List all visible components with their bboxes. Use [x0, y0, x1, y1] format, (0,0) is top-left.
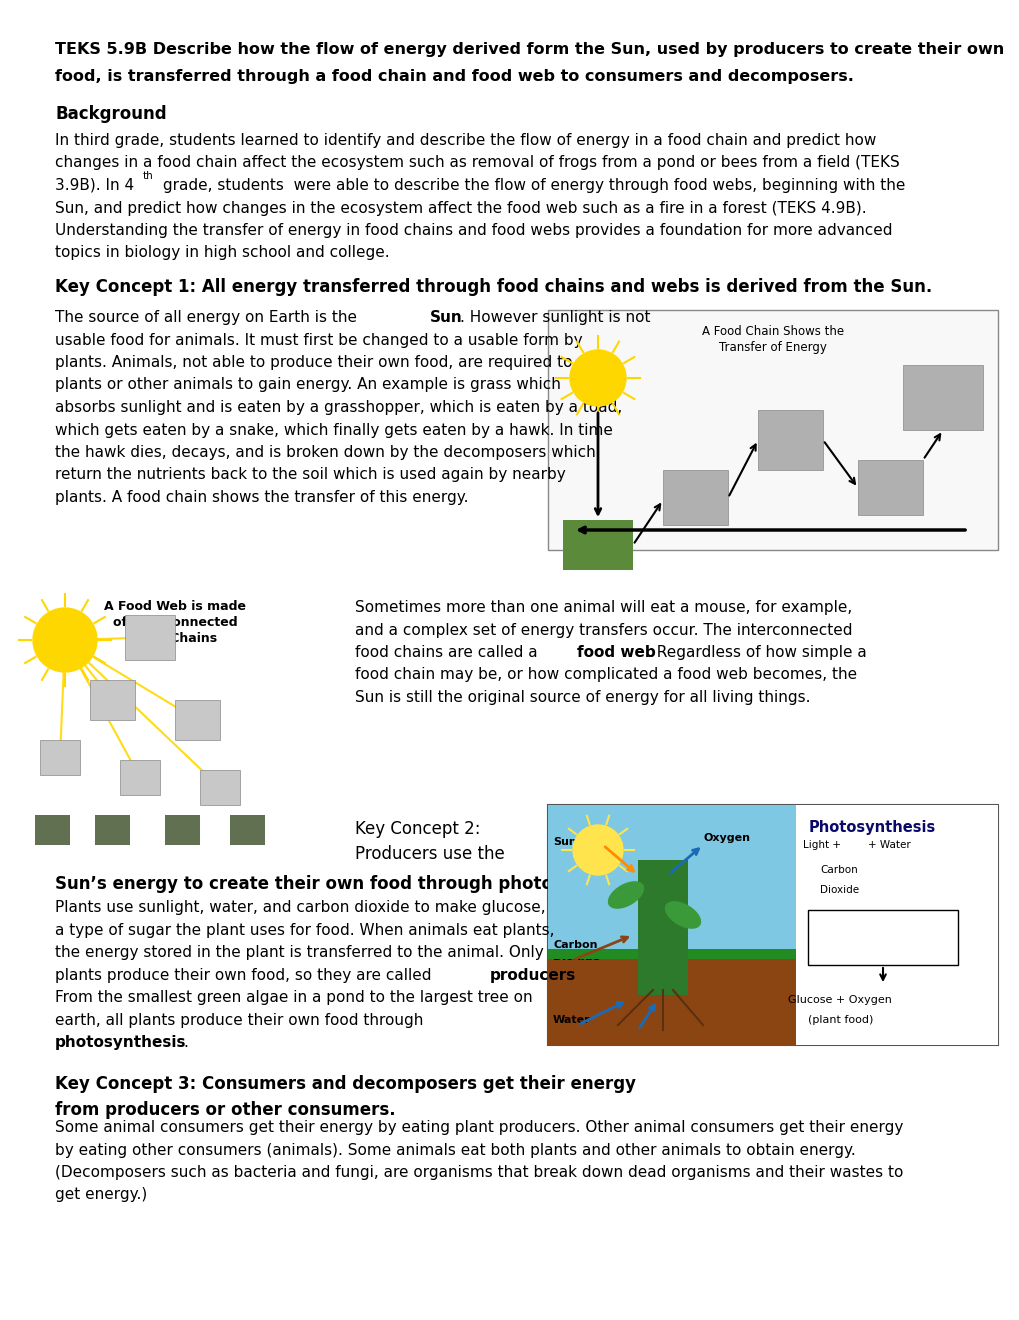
Bar [165, 814, 200, 845]
Text: Sun’s energy to create their own food through photosynthesis.: Sun’s energy to create their own food th… [55, 875, 648, 894]
Bar [547, 954, 795, 1045]
Text: Photosynthesis: Photosynthesis [808, 820, 934, 836]
Bar [547, 805, 795, 1045]
Text: Sunlight: Sunlight [552, 837, 604, 847]
Text: absorbs sunlight and is eaten by a grasshopper, which is eaten by a toad,: absorbs sunlight and is eaten by a grass… [55, 400, 622, 414]
Text: Key Concept 1: All energy transferred through food chains and webs is derived fr: Key Concept 1: All energy transferred th… [55, 279, 931, 296]
Text: which gets eaten by a snake, which finally gets eaten by a hawk. In time: which gets eaten by a snake, which final… [55, 422, 612, 437]
Text: get energy.): get energy.) [55, 1188, 147, 1203]
Text: the hawk dies, decays, and is broken down by the decomposers which: the hawk dies, decays, and is broken dow… [55, 445, 595, 459]
Bar [637, 861, 688, 995]
Text: producers: producers [489, 968, 576, 982]
Text: changes in a food chain affect the ecosystem such as removal of frogs from a pon: changes in a food chain affect the ecosy… [55, 156, 899, 170]
Bar [562, 520, 633, 570]
Text: A Food Chain Shows the
Transfer of Energy: A Food Chain Shows the Transfer of Energ… [701, 325, 844, 354]
Bar [807, 909, 957, 965]
Text: Sun: Sun [430, 310, 463, 325]
Bar [857, 459, 922, 515]
Bar [40, 741, 79, 775]
Text: .: . [182, 1035, 187, 1049]
Bar [90, 680, 135, 719]
Bar [229, 814, 265, 845]
Bar [175, 700, 220, 741]
Text: The source of all energy on Earth is the: The source of all energy on Earth is the [55, 310, 362, 325]
Text: Key Concept 2:: Key Concept 2: [355, 820, 480, 838]
Text: food web: food web [577, 645, 655, 660]
Bar [200, 770, 239, 805]
Text: (plant food): (plant food) [807, 1015, 872, 1026]
Text: Light +: Light + [802, 840, 841, 850]
Text: A Food Web is made
of interconnected
Food Chains: A Food Web is made of interconnected Foo… [104, 601, 246, 645]
Text: From the smallest green algae in a pond to the largest tree on: From the smallest green algae in a pond … [55, 990, 532, 1005]
Text: return the nutrients back to the soil which is used again by nearby: return the nutrients back to the soil wh… [55, 467, 566, 483]
Ellipse shape [664, 902, 700, 929]
Bar [902, 366, 982, 430]
Bar [795, 805, 997, 1045]
Circle shape [573, 825, 623, 875]
Text: Sun, and predict how changes in the ecosystem affect the food web such as a fire: Sun, and predict how changes in the ecos… [55, 201, 866, 215]
Text: plants or other animals to gain energy. An example is grass which: plants or other animals to gain energy. … [55, 378, 560, 392]
Text: TEKS 5.9B Describe how the flow of energy derived form the Sun, used by producer: TEKS 5.9B Describe how the flow of energ… [55, 42, 1004, 57]
Text: Oxygen: Oxygen [702, 833, 749, 843]
Text: plants. Animals, not able to produce their own food, are required to eat: plants. Animals, not able to produce the… [55, 355, 601, 370]
Text: Carbon: Carbon [819, 865, 857, 875]
Text: plants produce their own food, so they are called: plants produce their own food, so they a… [55, 968, 436, 982]
Text: food, is transferred through a food chain and food web to consumers and decompos: food, is transferred through a food chai… [55, 69, 853, 83]
Text: Understanding the transfer of energy in food chains and food webs provides a fou: Understanding the transfer of energy in … [55, 223, 892, 238]
Text: the energy stored in the plant is transferred to the animal. Only: the energy stored in the plant is transf… [55, 945, 543, 960]
Text: Key Concept 3: Consumers and decomposers get their energy: Key Concept 3: Consumers and decomposers… [55, 1074, 636, 1093]
Text: . Regardless of how simple a: . Regardless of how simple a [646, 645, 866, 660]
Text: Sometimes more than one animal will eat a mouse, for example,: Sometimes more than one animal will eat … [355, 601, 852, 615]
Text: In third grade, students learned to identify and describe the flow of energy in : In third grade, students learned to iden… [55, 133, 875, 148]
Text: Plant
Produces: Plant Produces [857, 920, 908, 941]
Text: a type of sugar the plant uses for food. When animals eat plants,: a type of sugar the plant uses for food.… [55, 923, 554, 937]
Text: Some animal consumers get their energy by eating plant producers. Other animal c: Some animal consumers get their energy b… [55, 1119, 903, 1135]
Text: photosynthesis: photosynthesis [55, 1035, 186, 1049]
Bar [125, 615, 175, 660]
Circle shape [570, 350, 626, 407]
Text: . However sunlight is not: . However sunlight is not [460, 310, 650, 325]
Bar [662, 470, 728, 525]
Text: .: . [567, 968, 572, 982]
Bar [547, 310, 997, 550]
Text: 3.9B). In 4: 3.9B). In 4 [55, 178, 133, 193]
Text: Dioxide: Dioxide [819, 884, 858, 895]
Text: from producers or other consumers.: from producers or other consumers. [55, 1101, 395, 1119]
Bar [547, 805, 997, 1045]
Bar [547, 949, 795, 958]
Text: Water: Water [552, 1015, 590, 1026]
Text: plants. A food chain shows the transfer of this energy.: plants. A food chain shows the transfer … [55, 490, 468, 506]
Bar [95, 814, 129, 845]
Text: Sun is still the original source of energy for all living things.: Sun is still the original source of ener… [355, 690, 810, 705]
Text: Glucose + Oxygen: Glucose + Oxygen [788, 995, 891, 1005]
Text: Producers use the: Producers use the [355, 845, 504, 863]
Text: Background: Background [55, 106, 166, 123]
Bar [757, 411, 822, 470]
Circle shape [33, 609, 97, 672]
Text: earth, all plants produce their own food through: earth, all plants produce their own food… [55, 1012, 423, 1027]
Bar [35, 814, 70, 845]
Text: + Water: + Water [867, 840, 910, 850]
Bar [120, 760, 160, 795]
Text: grade, students  were able to describe the flow of energy through food webs, beg: grade, students were able to describe th… [158, 178, 905, 193]
Text: Plants use sunlight, water, and carbon dioxide to make glucose,: Plants use sunlight, water, and carbon d… [55, 900, 545, 915]
Text: and a complex set of energy transfers occur. The interconnected: and a complex set of energy transfers oc… [355, 623, 852, 638]
Text: (Decomposers such as bacteria and fungi, are organisms that break down dead orga: (Decomposers such as bacteria and fungi,… [55, 1166, 903, 1180]
Text: usable food for animals. It must first be changed to a usable form by: usable food for animals. It must first b… [55, 333, 582, 347]
Text: Carbon
Dioxide: Carbon Dioxide [552, 940, 599, 961]
Text: by eating other consumers (animals). Some animals eat both plants and other anim: by eating other consumers (animals). Som… [55, 1143, 855, 1158]
Text: topics in biology in high school and college.: topics in biology in high school and col… [55, 246, 389, 260]
Text: th: th [143, 172, 154, 181]
Text: food chains are called a: food chains are called a [355, 645, 542, 660]
Ellipse shape [607, 882, 644, 908]
Text: food chain may be, or how complicated a food web becomes, the: food chain may be, or how complicated a … [355, 668, 856, 682]
